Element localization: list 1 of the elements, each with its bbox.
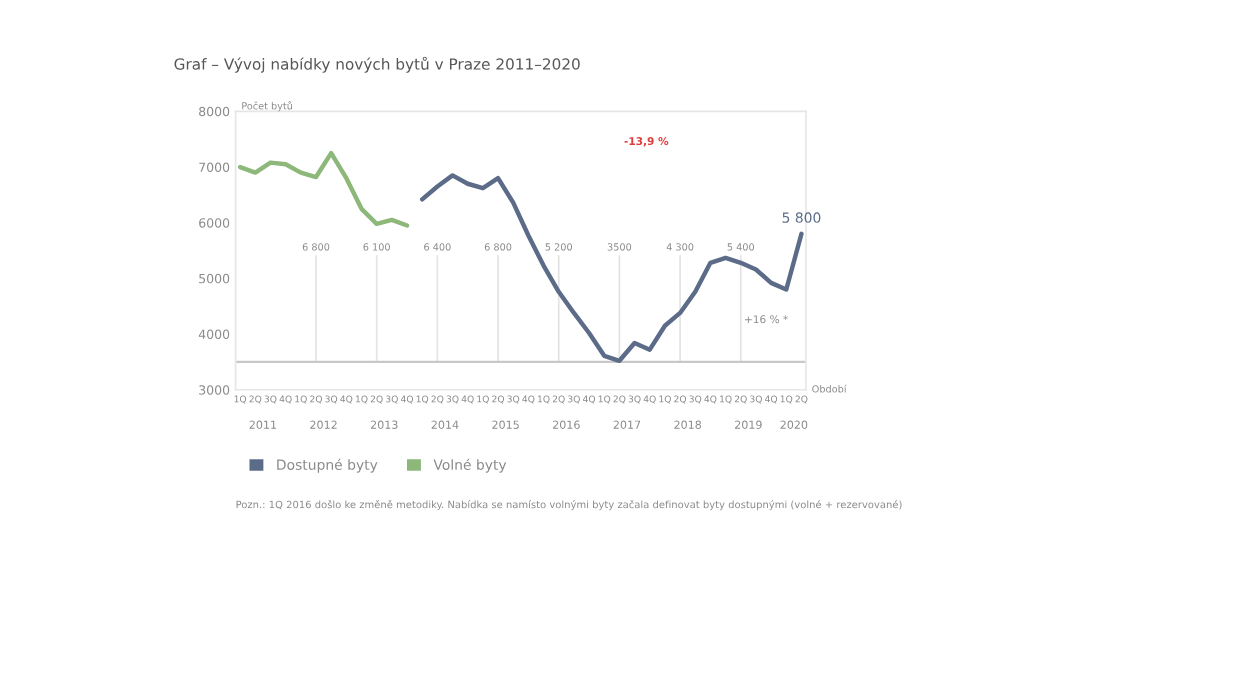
line-series	[237, 150, 410, 228]
